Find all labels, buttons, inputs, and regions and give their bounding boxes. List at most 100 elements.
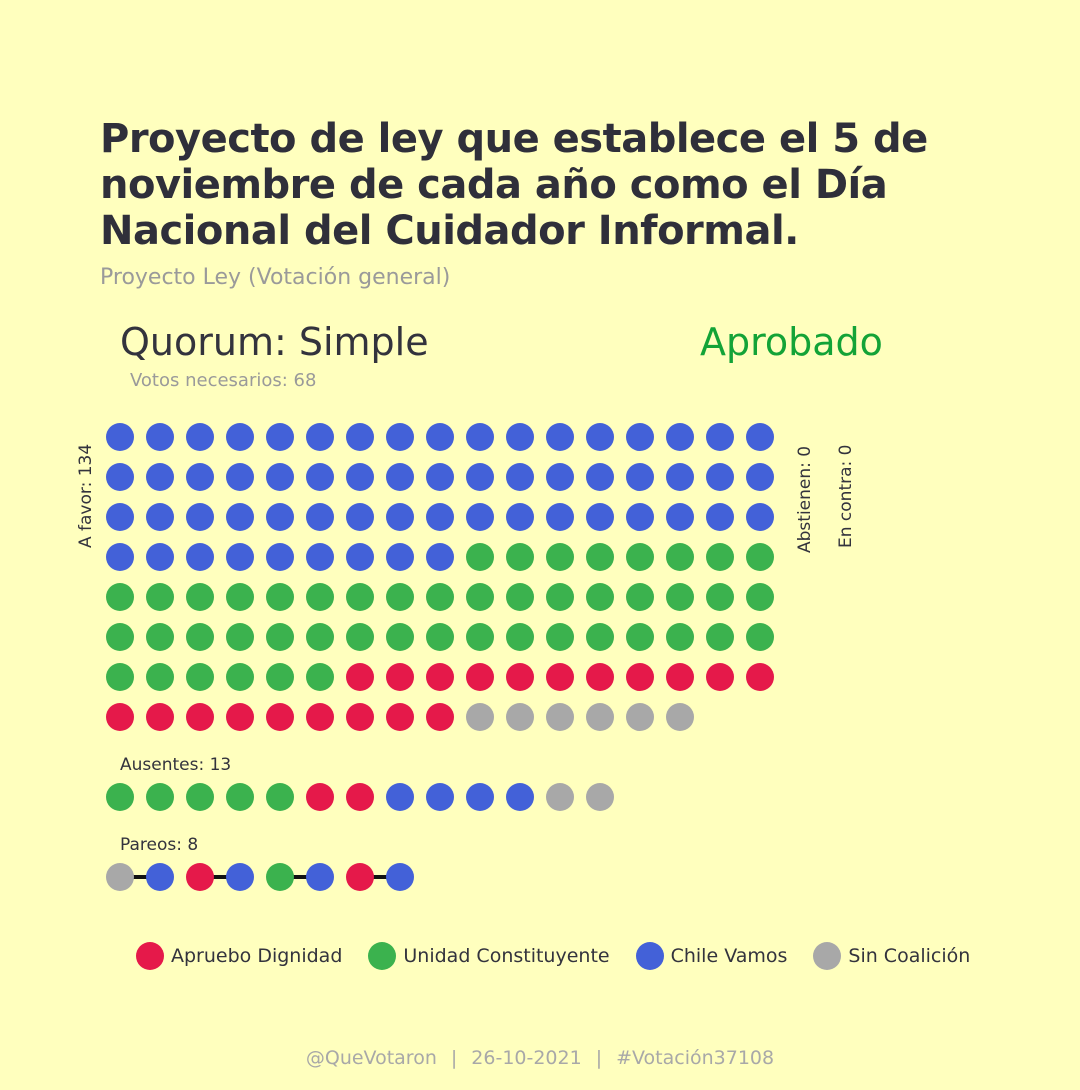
vote-dot-chile: [306, 463, 334, 491]
vote-dot-chile: [746, 423, 774, 451]
pair-dot-apruebo: [346, 863, 374, 891]
vote-dot-chile: [306, 503, 334, 531]
vote-dot-unidad: [386, 623, 414, 651]
footer-tag: #Votación37108: [616, 1047, 775, 1069]
vote-dot-chile: [106, 503, 134, 531]
vote-dot-chile: [546, 503, 574, 531]
vote-dot-unidad: [466, 543, 494, 571]
vote-dot-unidad: [466, 583, 494, 611]
absent-dot-apruebo: [346, 783, 374, 811]
vote-dot-chile: [106, 543, 134, 571]
vote-dot-apruebo: [666, 663, 694, 691]
quorum-label: Quorum: Simple: [120, 320, 429, 364]
vote-dot-chile: [106, 423, 134, 451]
vote-dot-apruebo: [626, 663, 654, 691]
vote-dot-apruebo: [506, 663, 534, 691]
vote-dot-chile: [386, 503, 414, 531]
vote-dot-unidad: [106, 663, 134, 691]
footer: @QueVotaron | 26-10-2021 | #Votación37108: [0, 1047, 1080, 1069]
vote-dot-unidad: [106, 623, 134, 651]
result-label: Aprobado: [700, 320, 883, 364]
vote-dot-unidad: [626, 543, 654, 571]
vote-dot-apruebo: [426, 663, 454, 691]
vote-dot-unidad: [386, 583, 414, 611]
chart-title: Proyecto de ley que establece el 5 de no…: [100, 116, 928, 254]
vote-dot-chile: [466, 463, 494, 491]
vote-dot-unidad: [186, 663, 214, 691]
vote-dot-unidad: [146, 623, 174, 651]
vote-dot-apruebo: [386, 703, 414, 731]
vote-dot-chile: [626, 463, 654, 491]
vote-dot-unidad: [346, 583, 374, 611]
absent-dot-chile: [426, 783, 454, 811]
vote-dot-apruebo: [746, 663, 774, 691]
abstienen-label: Abstienen: 0: [795, 446, 815, 553]
vote-dot-apruebo: [226, 703, 254, 731]
vote-dot-chile: [266, 543, 294, 571]
vote-dot-unidad: [626, 583, 654, 611]
ausentes-label: Ausentes: 13: [120, 755, 231, 775]
absent-dot-unidad: [266, 783, 294, 811]
a-favor-dots: [106, 423, 774, 731]
vote-dot-chile: [226, 423, 254, 451]
legend-label-chile: Chile Vamos: [670, 945, 788, 967]
footer-date: 26-10-2021: [471, 1047, 582, 1069]
legend-swatch-apruebo: [136, 942, 164, 970]
vote-dot-unidad: [226, 583, 254, 611]
vote-dot-unidad: [506, 583, 534, 611]
vote-dot-unidad: [746, 543, 774, 571]
pareos-dots: [106, 863, 414, 891]
vote-dot-apruebo: [426, 703, 454, 731]
vote-dot-unidad: [586, 543, 614, 571]
vote-dot-sin: [666, 703, 694, 731]
vote-dot-apruebo: [306, 703, 334, 731]
vote-dot-chile: [506, 463, 534, 491]
vote-dot-chile: [666, 423, 694, 451]
vote-dot-unidad: [546, 543, 574, 571]
vote-dot-chile: [386, 463, 414, 491]
vote-dot-chile: [386, 543, 414, 571]
pair-dot-chile: [146, 863, 174, 891]
vote-dot-chile: [226, 503, 254, 531]
vote-dot-unidad: [306, 663, 334, 691]
vote-dot-unidad: [106, 583, 134, 611]
vote-dot-chile: [586, 463, 614, 491]
legend-label-unidad: Unidad Constituyente: [403, 945, 610, 967]
vote-dot-unidad: [706, 543, 734, 571]
vote-dot-chile: [666, 503, 694, 531]
vote-dot-unidad: [626, 623, 654, 651]
vote-dot-unidad: [586, 583, 614, 611]
vote-dot-sin: [586, 703, 614, 731]
legend-swatch-chile: [635, 942, 664, 970]
votes-needed-label: Votos necesarios: 68: [130, 370, 317, 391]
vote-dot-chile: [546, 463, 574, 491]
pair-dot-apruebo: [186, 863, 214, 891]
legend-item-unidad: Unidad Constituyente: [368, 942, 610, 970]
vote-dot-chile: [146, 503, 174, 531]
absent-dot-unidad: [186, 783, 214, 811]
vote-dot-chile: [146, 463, 174, 491]
vote-dot-unidad: [506, 623, 534, 651]
vote-dot-unidad: [666, 623, 694, 651]
vote-dot-chile: [586, 503, 614, 531]
vote-dot-unidad: [306, 623, 334, 651]
vote-dot-chile: [666, 463, 694, 491]
vote-dot-unidad: [426, 583, 454, 611]
vote-dot-chile: [426, 463, 454, 491]
vote-dot-unidad: [426, 623, 454, 651]
vote-dot-unidad: [666, 583, 694, 611]
vote-dot-chile: [426, 503, 454, 531]
vote-dot-chile: [186, 423, 214, 451]
en-contra-label: En contra: 0: [836, 445, 856, 548]
absent-dot-chile: [466, 783, 494, 811]
absent-dot-unidad: [146, 783, 174, 811]
absent-dot-chile: [506, 783, 534, 811]
legend: Apruebo Dignidad Unidad Constituyente Ch…: [136, 942, 970, 970]
vote-dot-apruebo: [546, 663, 574, 691]
vote-dot-unidad: [226, 663, 254, 691]
a-favor-label: A favor: 134: [76, 444, 96, 548]
vote-dot-unidad: [266, 663, 294, 691]
vote-dot-chile: [146, 543, 174, 571]
vote-dot-apruebo: [346, 703, 374, 731]
